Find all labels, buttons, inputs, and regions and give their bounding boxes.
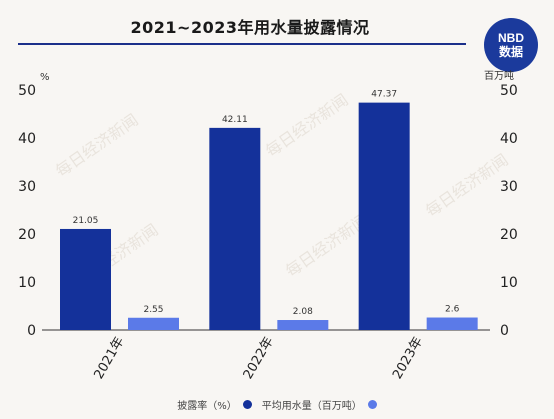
logo-text-nbd: NBD [498, 30, 524, 45]
data-labels-group: 21.05 2.55 42.11 2.08 47.37 2.6 [73, 90, 460, 317]
title-divider [18, 43, 466, 45]
left-axis-tick-label: 40 [18, 131, 36, 147]
watermark-text: 每日经济新闻 [262, 90, 352, 161]
bar [426, 317, 478, 330]
bar [209, 127, 261, 330]
left-axis-tick-label: 0 [27, 323, 36, 339]
right-axis-tick-label: 0 [500, 323, 509, 339]
left-axis-tick-label: 30 [18, 179, 36, 195]
legend-swatch [242, 400, 252, 409]
right-axis-unit: 百万吨 [484, 69, 514, 82]
bar [128, 317, 179, 330]
x-axis-tick-label: 2023年 [390, 335, 426, 382]
legend-item: 披露率（%） [177, 397, 252, 412]
right-axis-tick-label: 30 [500, 179, 518, 195]
watermark-text: 每日经济新闻 [52, 110, 142, 181]
bar-data-label: 42.11 [222, 115, 248, 125]
bar-data-label: 47.37 [371, 90, 397, 100]
bars-group [60, 102, 478, 331]
bar [277, 320, 329, 330]
legend-label: 平均用水量（百万吨） [261, 401, 362, 412]
bar-data-label: 2.55 [143, 305, 163, 315]
bar-data-label: 21.05 [73, 216, 99, 226]
left-axis-unit: % [40, 72, 50, 83]
watermark-text: 每日经济新闻 [422, 150, 512, 221]
bar [358, 102, 410, 331]
left-axis-tick-label: 50 [18, 83, 36, 99]
legend-item: 平均用水量（百万吨） [262, 397, 377, 412]
right-axis-tick-label: 50 [500, 83, 518, 99]
right-axis-tick-label: 40 [500, 131, 518, 147]
left-axis-tick-label: 20 [18, 227, 36, 243]
logo-text-data: 数据 [498, 44, 523, 59]
legend-label: 披露率（%） [177, 401, 237, 412]
chart-title: 2021~2023年用水量披露情况 [130, 18, 370, 37]
x-axis-tick-label: 2021年 [91, 335, 127, 382]
legend-swatch [367, 400, 377, 409]
right-axis-tick-label: 10 [500, 275, 518, 291]
watermark-text: 每日经济新闻 [282, 210, 372, 281]
right-axis-tick-label: 20 [500, 227, 518, 243]
bar [60, 228, 111, 330]
left-axis-tick-label: 10 [18, 275, 36, 291]
bar-data-label: 2.6 [445, 305, 460, 315]
x-axis-tick-label: 2022年 [241, 335, 277, 382]
nbd-logo: NBD 数据 [484, 18, 538, 72]
legend: 披露率（%） 平均用水量（百万吨） [0, 397, 554, 412]
bar-data-label: 2.08 [293, 307, 313, 317]
